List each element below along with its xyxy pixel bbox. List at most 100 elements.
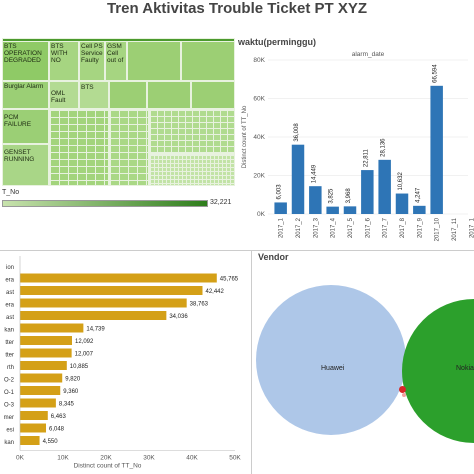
column-bar [361,170,374,214]
category-label: era [5,278,14,284]
horizontal-bar [20,311,167,320]
category-label: O-2 [4,378,15,384]
treemap-cell-label: Cell PS Service Faulty [81,43,103,64]
x-tick-label: 2017_1 [279,217,285,238]
treemap-cell-bts[interactable]: BTS [79,81,109,109]
category-label: mer [4,415,14,421]
column-data-label: 66,594 [433,64,439,83]
treemap-small-cells[interactable] [109,109,149,186]
y-tick-label: 0K [257,211,266,218]
x-tick-label: 2017_10 [435,217,441,241]
treemap-cell-cell-ps-service-faulty[interactable]: Cell PS Service Faulty [79,41,105,81]
treemap-cell-label: GENSET RUNNING [4,149,35,163]
horizontal-bar [20,298,187,308]
x-tick-label: 10K [57,455,69,462]
x-tick-label: 2017_9 [417,217,423,238]
waktu-chart-title: waktu(perminggu) [238,37,316,47]
treemap-cell-pcm-failure[interactable]: PCM FAILURE [2,109,49,144]
bar-data-label: 34,036 [169,314,188,320]
dashboard-title: Tren Aktivitas Trouble Ticket PT XYZ [106,0,368,17]
column-data-label: 22,811 [363,149,369,168]
treemap-cell-burglar-alarm[interactable]: Burglar Alarm [2,81,49,109]
category-label: O-1 [4,390,15,396]
region-bar-chart[interactable]: ion era 45,765 ast 42,442 era 38,763 ast 34,036 k… [0,256,250,474]
bar-data-label: 9,360 [63,389,79,395]
treemap-cell-oml-fault[interactable]: OML Fault [49,81,79,109]
column-bar [378,159,391,214]
x-tick-label: 2017_6 [365,217,371,238]
treemap-cell-label: OML Fault [51,90,66,104]
column-bar [343,206,357,214]
horizontal-bar [20,323,84,333]
column-bar [274,202,287,214]
legend-max-value: 32,221 [210,199,232,206]
weekly-column-chart[interactable]: alarm_date 0K 20K 40K 60K 80K Distinct count o… [236,48,474,248]
treemap-cell-unlabeled[interactable] [147,81,191,109]
column-bar [326,206,339,214]
x-tick-label: 30K [143,455,155,462]
horizontal-bar [20,386,61,395]
treemap-cell-bts-with-no[interactable]: BTS WITH NO [49,41,79,81]
treemap-cell-unlabeled[interactable] [191,81,235,109]
column-data-label: 14,449 [311,164,317,183]
treemap-cell-label: Burglar Alarm [4,83,44,90]
category-label: ast [6,315,14,321]
horizontal-bar [20,361,67,370]
y-tick-label: 40K [253,134,265,141]
treemap-cell-label: BTS OPERATION DEGRADED [4,43,42,64]
category-label: kan [4,440,14,446]
treemap-small-cells[interactable] [49,109,109,186]
category-label: kan [4,328,14,334]
x-tick-label: 2017_4 [331,217,337,238]
category-label: ion [6,265,14,271]
treemap-cell-unlabeled[interactable] [127,41,181,81]
treemap-small-cells[interactable] [149,154,235,186]
treemap-cell-unlabeled[interactable] [109,81,147,109]
column-data-label: 3,968 [346,188,352,204]
treemap-cell-label: GSM Cell out of [107,43,124,64]
bar-data-label: 10,885 [70,364,89,370]
x-tick-label: 2017_1 [469,217,474,238]
column-bar [309,186,322,214]
column-data-label: 36,008 [294,123,300,142]
column-data-label: 10,632 [398,172,404,191]
treemap-cell-bts-operation-degraded[interactable]: BTS OPERATION DEGRADED [2,41,49,81]
x-tick-label: 0K [16,455,25,462]
horizontal-bar [20,398,56,408]
x-tick-label: 2017_2 [296,217,302,238]
x-tick-label: 50K [229,455,241,462]
horizontal-bar [20,411,48,420]
alarm-treemap[interactable]: BTS OPERATION DEGRADED BTS WITH NO Cell … [2,38,235,186]
treemap-cell-label: BTS [81,84,94,91]
y-tick-label: 60K [253,96,265,103]
column-data-label: 6,003 [277,184,283,200]
vendor-circle-small[interactable] [399,386,406,393]
column-data-label: 3,825 [329,188,335,204]
category-label: O-3 [4,403,15,409]
vendor-title: Vendor [258,252,289,262]
treemap-small-cells[interactable] [149,109,235,154]
horizontal-bar [20,373,63,383]
vendor-circle-huawei[interactable] [256,285,406,435]
bar-data-label: 42,442 [206,289,225,295]
treemap-cell-unlabeled[interactable] [181,41,235,81]
treemap-cell-gsm-cell-out-of[interactable]: GSM Cell out of [105,41,127,81]
x-tick-label: 2017_7 [383,217,389,238]
category-label: ast [6,290,14,296]
vendor-bubble-chart[interactable]: Huawei Nokia [253,262,474,474]
horizontal-bar [20,436,40,445]
treemap-cell-label: BTS WITH NO [51,43,68,64]
category-label: tter [5,340,14,346]
column-bar [413,205,426,214]
vendor-circle-small[interactable] [402,393,406,397]
x-tick-label: 2017_3 [313,217,319,238]
horizontal-bar [20,423,47,433]
column-data-label: 4,247 [415,187,421,203]
bar-data-label: 12,092 [75,339,94,345]
bar-data-label: 8,345 [59,402,75,408]
treemap-cell-genset-running[interactable]: GENSET RUNNING [2,144,49,186]
category-label: rth [7,365,14,371]
category-label: esi [6,428,14,434]
x-tick-label: 2017_11 [452,217,458,241]
bar-data-label: 6,048 [49,427,65,433]
